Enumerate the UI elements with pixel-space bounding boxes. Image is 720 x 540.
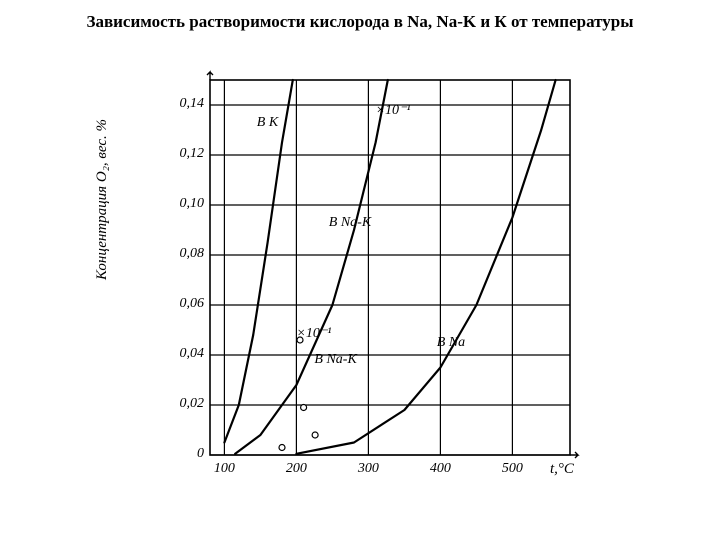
scale-annotation: ×10⁻¹ [296,325,331,342]
y-tick-label: 0,10 [164,196,204,212]
y-tick-label: 0,12 [164,146,204,162]
scale-annotation: ×10⁻¹ [376,102,411,119]
series-label: В Na [437,335,465,351]
y-tick-label: 0 [164,446,204,462]
series-label: В К [257,115,278,131]
chart-container: 100 200 300 400 500 t,°C 0 0,02 0,04 0,06 0,08 0,10… [130,70,590,500]
x-tick-label: 100 [204,461,244,477]
y-tick-label: 0,06 [164,296,204,312]
y-tick-label: 0,04 [164,346,204,362]
solubility-chart [130,70,590,500]
y-tick-label: 0,14 [164,96,204,112]
y-tick-label: 0,02 [164,396,204,412]
series-label: В Na-K [329,215,371,231]
scale-annotation: В Na-K [314,352,356,368]
x-tick-label: 200 [276,461,316,477]
x-axis-label: t,°C [550,461,574,478]
x-tick-label: 300 [348,461,388,477]
y-tick-label: 0,08 [164,246,204,262]
x-tick-label: 500 [492,461,532,477]
page-title: Зависимость растворимости кислорода в Na… [0,12,720,32]
y-axis-label: Концентрация O₂, вес. % [94,119,111,280]
x-tick-label: 400 [420,461,460,477]
